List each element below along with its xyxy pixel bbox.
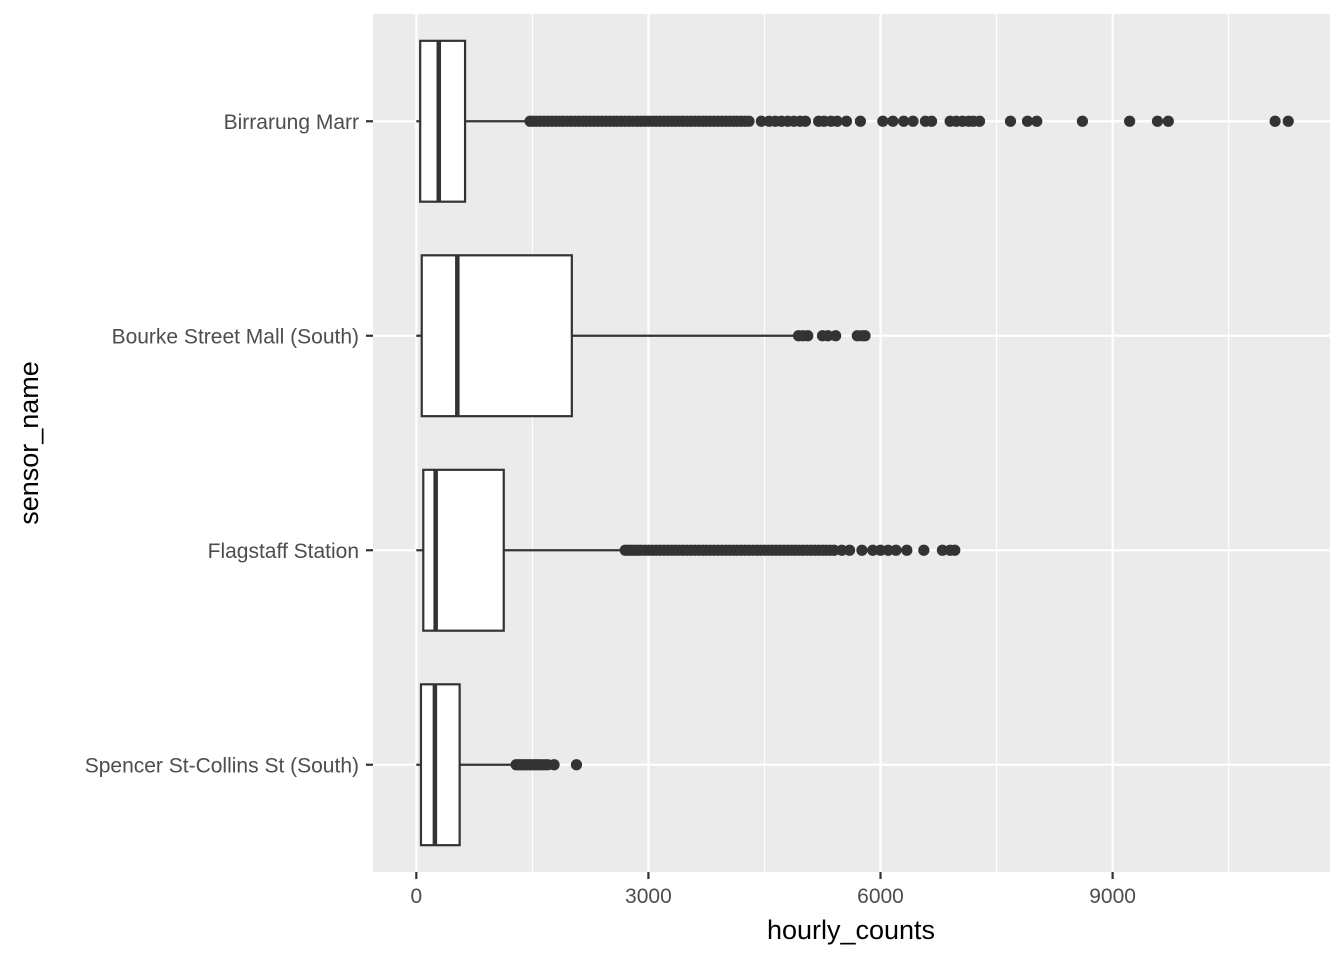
outlier-point xyxy=(843,544,856,556)
x-tick-label: 6000 xyxy=(857,885,904,908)
outlier-point xyxy=(901,544,913,556)
outlier-point xyxy=(949,544,961,556)
outlier-point xyxy=(856,544,868,556)
outlier-point xyxy=(854,115,866,127)
outlier-point xyxy=(874,544,887,556)
outlier-point xyxy=(743,115,755,127)
outlier-point xyxy=(898,115,910,127)
outlier-point xyxy=(831,115,843,127)
outlier-point xyxy=(840,115,853,127)
box-iqr xyxy=(419,39,467,203)
outlier-point xyxy=(918,544,930,556)
outlier-point xyxy=(882,544,894,556)
outlier-point xyxy=(570,759,583,771)
minor-gridlines xyxy=(531,14,1230,872)
outlier-point xyxy=(936,544,949,556)
outlier-point xyxy=(836,544,848,556)
outlier-point xyxy=(1162,115,1174,127)
y-tick-label: Bourke Street Mall (South) xyxy=(112,325,359,348)
box-group xyxy=(416,39,1294,203)
outlier-point xyxy=(859,330,871,342)
box-group xyxy=(416,254,871,418)
box-iqr xyxy=(419,683,461,847)
x-tick-label: 0 xyxy=(410,885,422,908)
outlier-point xyxy=(877,115,889,127)
outlier-point xyxy=(799,115,812,127)
y-axis-title: sensor_name xyxy=(14,361,44,525)
outlier-point xyxy=(890,544,902,556)
x-axis-title: hourly_counts xyxy=(767,915,935,945)
outlier-point xyxy=(830,330,842,342)
box-iqr xyxy=(420,254,573,418)
y-tick-label: Birrarung Marr xyxy=(224,111,359,134)
outlier-point xyxy=(828,544,840,556)
outlier-point xyxy=(867,544,879,556)
outlier-point xyxy=(755,115,767,127)
y-tick-label: Spencer St-Collins St (South) xyxy=(85,754,359,777)
x-axis: 0 3000 6000 9000 xyxy=(410,872,1136,908)
y-axis: Spencer St-Collins St (South) Flagstaff S… xyxy=(85,111,373,777)
outlier-point xyxy=(822,330,834,342)
outlier-point xyxy=(907,115,919,127)
outlier-point xyxy=(1076,115,1089,127)
outlier-point xyxy=(1124,115,1136,127)
outlier-point xyxy=(1151,115,1164,127)
outlier-point xyxy=(973,115,986,127)
outlier-point xyxy=(1004,115,1017,127)
panel-background xyxy=(373,14,1330,872)
outlier-point xyxy=(1282,115,1294,127)
box-group xyxy=(416,468,961,632)
outlier-point xyxy=(1021,115,1034,127)
x-tick-label: 9000 xyxy=(1089,885,1136,908)
box-group xyxy=(416,683,583,847)
outlier-point xyxy=(925,115,938,127)
outlier-point xyxy=(887,115,899,127)
box-series xyxy=(416,39,1294,847)
x-tick-label: 3000 xyxy=(625,885,672,908)
outlier-point xyxy=(1031,115,1043,127)
outlier-point xyxy=(548,759,560,771)
outlier-point xyxy=(802,330,814,342)
y-tick-label: Flagstaff Station xyxy=(208,540,359,563)
outlier-point xyxy=(1269,115,1281,127)
